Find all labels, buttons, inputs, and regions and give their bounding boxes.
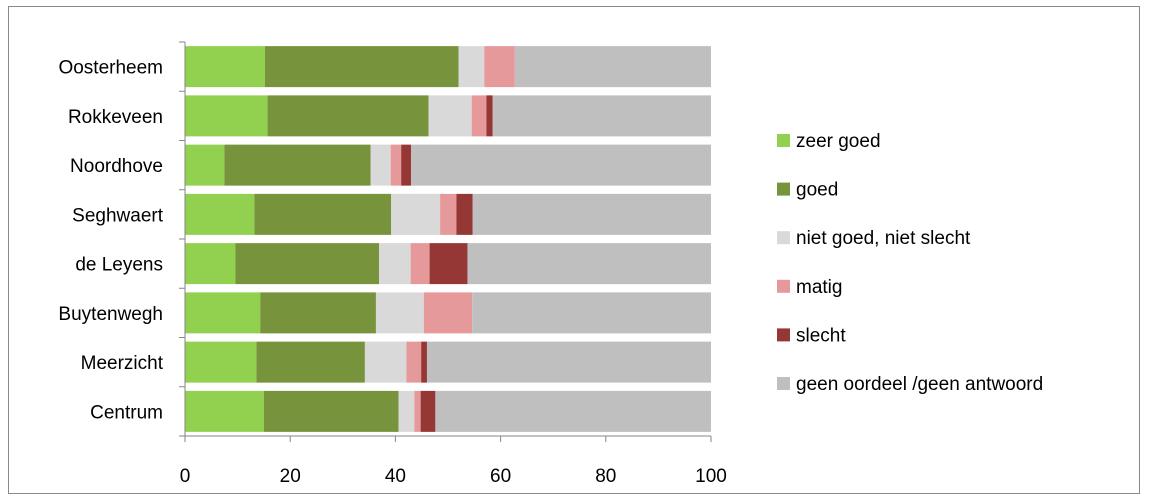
x-tick-label: 40	[385, 466, 406, 487]
legend-label: zeer goed	[796, 131, 881, 152]
bar-segment	[370, 144, 391, 186]
bar-segment	[421, 341, 427, 383]
bar-segment	[375, 292, 424, 334]
bars-layer	[185, 46, 711, 432]
bar-segment	[414, 390, 421, 432]
bar-segment	[379, 243, 411, 285]
bar-segment	[492, 95, 711, 137]
legend-swatch	[777, 182, 790, 196]
bar-segment	[429, 243, 468, 285]
bar-segment	[235, 243, 380, 285]
bar-segment	[185, 341, 257, 383]
bar-segment	[185, 193, 255, 235]
bar-segment	[401, 144, 412, 186]
category-label: Noordhove	[70, 156, 163, 177]
bar-segment	[260, 292, 376, 334]
legend-label: slecht	[796, 325, 846, 346]
legend-label: niet goed, niet slecht	[796, 228, 971, 249]
x-tick-label: 0	[180, 466, 191, 487]
category-labels: Oosterheem Rokkeveen Noordhove Seghwaert de …	[58, 58, 163, 424]
category-label: Rokkeveen	[68, 107, 163, 128]
bar-segment	[185, 46, 265, 88]
bar-segment	[254, 193, 392, 235]
bar-segment	[391, 193, 441, 235]
legend-swatch	[777, 328, 790, 342]
x-tick-labels: 0 20 40 60 80 100	[180, 466, 727, 487]
x-tick-label: 100	[695, 466, 727, 487]
bar-segment	[406, 341, 422, 383]
bar-segment	[484, 46, 515, 88]
legend-label: goed	[796, 180, 838, 201]
bar-segment	[426, 341, 711, 383]
bar-segment	[364, 341, 407, 383]
bar-segment	[185, 292, 261, 334]
bar-segment	[428, 95, 472, 137]
bar-segment	[263, 390, 399, 432]
category-label: Seghwaert	[72, 205, 164, 226]
bar-segment	[458, 46, 485, 88]
bar-segment	[256, 341, 365, 383]
bar-segment	[486, 95, 493, 137]
x-tick-label: 80	[595, 466, 616, 487]
legend-swatch	[777, 134, 790, 147]
bar-segment	[472, 193, 711, 235]
bar-segment	[440, 193, 457, 235]
legend-label: geen oordeel /geen antwoord	[796, 374, 1043, 395]
category-label: Meerzicht	[81, 353, 164, 374]
x-tick-label: 20	[280, 466, 301, 487]
legend-swatch	[777, 279, 790, 293]
category-label: Oosterheem	[58, 58, 163, 79]
category-label: Buytenwegh	[58, 304, 163, 325]
bar-segment	[185, 95, 268, 137]
bar-segment	[456, 193, 473, 235]
bar-segment	[410, 243, 430, 285]
bar-segment	[390, 144, 402, 186]
legend-label: matig	[796, 277, 842, 298]
axes-layer	[179, 41, 712, 442]
bar-segment	[411, 144, 711, 186]
category-label: de Leyens	[75, 255, 163, 276]
bar-segment	[224, 144, 371, 186]
bar-segment	[398, 390, 415, 432]
legend-swatch	[777, 377, 790, 390]
bar-segment	[420, 390, 436, 432]
bar-segment	[267, 95, 429, 137]
legend-swatch	[777, 231, 790, 245]
bar-segment	[435, 390, 711, 432]
category-label: Centrum	[90, 402, 163, 423]
bar-segment	[185, 390, 264, 432]
x-tick-label: 60	[490, 466, 511, 487]
bar-segment	[514, 46, 711, 88]
bar-segment	[423, 292, 473, 334]
bar-segment	[472, 292, 711, 334]
bar-segment	[185, 144, 225, 186]
bar-segment	[467, 243, 711, 285]
bar-segment	[471, 95, 487, 137]
bar-segment	[185, 243, 236, 285]
bar-segment	[264, 46, 459, 88]
legend: zeer goed goed niet goed, niet slecht matig…	[777, 131, 1043, 395]
